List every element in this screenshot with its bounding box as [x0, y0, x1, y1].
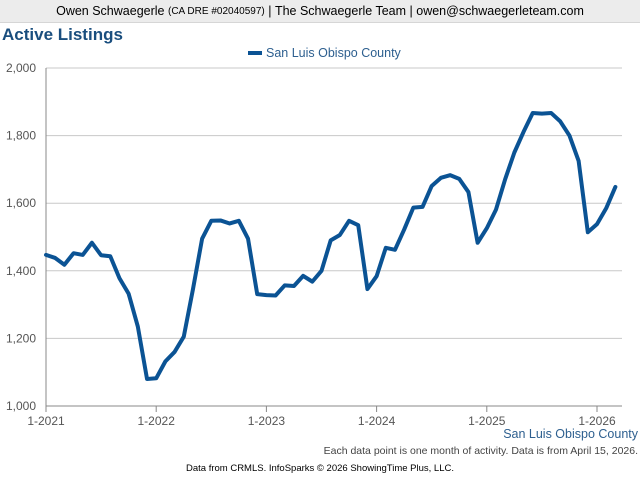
data-point[interactable] [402, 228, 406, 232]
data-point[interactable] [613, 185, 617, 189]
data-point[interactable] [466, 190, 470, 194]
data-point[interactable] [338, 233, 342, 237]
data-point[interactable] [567, 134, 571, 138]
region-label: San Luis Obispo County [503, 427, 638, 441]
data-point[interactable] [72, 251, 76, 255]
gridlines [46, 67, 622, 407]
data-point[interactable] [421, 205, 425, 209]
data-point[interactable] [494, 208, 498, 212]
data-point[interactable] [577, 159, 581, 163]
y-tick-label: 1,400 [6, 264, 36, 278]
x-tick-label: 1-2026 [578, 414, 616, 428]
legend: San Luis Obispo County [248, 46, 402, 60]
data-point[interactable] [283, 283, 287, 287]
x-tick-label: 1-2022 [138, 414, 176, 428]
data-point[interactable] [347, 219, 351, 223]
data-point[interactable] [90, 241, 94, 245]
data-point[interactable] [375, 274, 379, 278]
data-point[interactable] [209, 219, 213, 223]
data-point[interactable] [264, 293, 268, 297]
agent-name: Owen Schwaegerle [56, 4, 165, 18]
data-point[interactable] [228, 221, 232, 225]
dre-number: (CA DRE #02040597) [167, 5, 265, 17]
data-point[interactable] [99, 253, 103, 257]
legend-label: San Luis Obispo County [266, 46, 402, 60]
data-point[interactable] [200, 237, 204, 241]
x-tick-label: 1-2024 [358, 414, 396, 428]
data-point[interactable] [439, 176, 443, 180]
data-point[interactable] [62, 263, 66, 267]
team-name: The Schwaegerle Team [274, 4, 407, 18]
data-point[interactable] [384, 246, 388, 250]
x-tick-label: 1-2021 [27, 414, 65, 428]
y-tick-label: 1,200 [6, 331, 36, 345]
header-separator: | [268, 4, 272, 18]
data-point[interactable] [154, 376, 158, 380]
series-line-san-luis-obispo-county [44, 110, 618, 381]
data-point[interactable] [81, 253, 85, 257]
data-point[interactable] [531, 111, 535, 115]
data-point[interactable] [430, 184, 434, 188]
data-point[interactable] [182, 335, 186, 339]
data-point[interactable] [604, 206, 608, 210]
y-tick-label: 1,600 [6, 196, 36, 210]
data-point[interactable] [457, 177, 461, 181]
data-point[interactable] [356, 223, 360, 227]
data-point[interactable] [320, 269, 324, 273]
data-point[interactable] [274, 293, 278, 297]
data-point[interactable] [292, 284, 296, 288]
data-point[interactable] [329, 238, 333, 242]
data-point[interactable] [173, 350, 177, 354]
x-axis: 1-2021 1-2022 1-2023 1-2024 1-2025 1-2026 [27, 406, 616, 428]
x-tick-label: 1-2025 [468, 414, 506, 428]
data-point[interactable] [136, 325, 140, 329]
chart-title: Active Listings [2, 25, 123, 44]
data-point[interactable] [255, 292, 259, 296]
data-note: Each data point is one month of activity… [323, 445, 638, 457]
data-point[interactable] [191, 287, 195, 291]
data-point[interactable] [53, 256, 57, 260]
y-tick-label: 1,800 [6, 129, 36, 143]
data-point[interactable] [393, 248, 397, 252]
data-point[interactable] [301, 274, 305, 278]
data-point[interactable] [540, 112, 544, 116]
data-point[interactable] [108, 254, 112, 258]
data-point[interactable] [503, 177, 507, 181]
header-separator: | [409, 4, 413, 18]
data-point[interactable] [595, 222, 599, 226]
data-point[interactable] [163, 359, 167, 363]
data-point[interactable] [218, 218, 222, 222]
y-tick-label: 2,000 [6, 61, 36, 75]
y-tick-label: 1,000 [6, 399, 36, 413]
data-point[interactable] [485, 226, 489, 230]
series-group [44, 110, 618, 381]
data-point[interactable] [246, 237, 250, 241]
data-source: Data from CRMLS. InfoSparks © 2026 Showi… [185, 463, 454, 474]
x-tick-label: 1-2023 [248, 414, 286, 428]
data-point[interactable] [476, 241, 480, 245]
data-point[interactable] [522, 130, 526, 134]
data-point[interactable] [411, 206, 415, 210]
data-point[interactable] [145, 377, 149, 381]
data-point[interactable] [310, 280, 314, 284]
data-point[interactable] [586, 230, 590, 234]
data-point[interactable] [117, 276, 121, 280]
data-point[interactable] [365, 287, 369, 291]
data-point[interactable] [558, 119, 562, 123]
header-bar: Owen Schwaegerle (CA DRE #02040597) | Th… [0, 0, 640, 23]
data-point[interactable] [512, 151, 516, 155]
data-point[interactable] [448, 173, 452, 177]
data-point[interactable] [237, 219, 241, 223]
email-link[interactable]: owen@schwaegerleteam.com [416, 4, 584, 18]
data-point[interactable] [44, 253, 48, 257]
data-point[interactable] [549, 111, 553, 115]
y-axis: 1,000 1,200 1,400 1,600 1,800 2,000 [6, 61, 47, 413]
data-point[interactable] [127, 292, 131, 296]
